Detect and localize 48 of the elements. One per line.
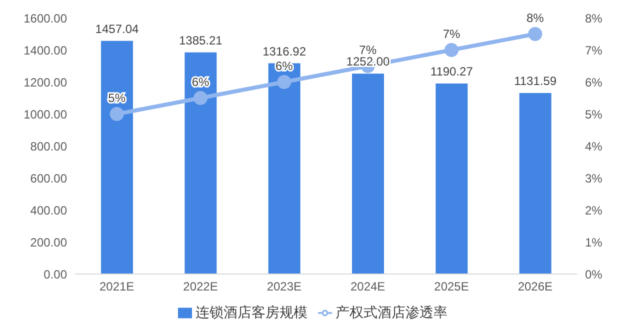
x-tick-label: 2023E bbox=[266, 280, 302, 294]
legend-label: 产权式酒店渗透率 bbox=[336, 304, 448, 320]
bar bbox=[268, 63, 300, 274]
legend-label: 连锁酒店客房规模 bbox=[196, 304, 308, 320]
point bbox=[444, 43, 458, 57]
y2-tick-label: 4% bbox=[585, 139, 603, 154]
point bbox=[110, 107, 124, 121]
data-label: 1385.21 bbox=[178, 33, 223, 48]
y2-tick-label: 8% bbox=[585, 11, 603, 26]
bar bbox=[184, 52, 217, 274]
y-tick-label: 0.00 bbox=[44, 267, 68, 282]
data-label: 1190.27 bbox=[430, 64, 474, 79]
data-label: 8% bbox=[526, 11, 544, 25]
y2-tick-label: 1% bbox=[585, 235, 603, 250]
y-tick-label: 1600.00 bbox=[24, 11, 68, 26]
point bbox=[277, 75, 292, 89]
y-tick-label: 600.00 bbox=[30, 171, 68, 186]
y2-tick-label: 2% bbox=[585, 203, 603, 218]
y-tick-label: 1400.00 bbox=[24, 43, 68, 58]
x-tick-label: 2026E bbox=[518, 280, 553, 294]
y-tick-label: 800.00 bbox=[30, 139, 68, 154]
point bbox=[528, 27, 542, 41]
y-tick-label: 1000.00 bbox=[24, 107, 68, 122]
data-label: 5% bbox=[108, 91, 126, 105]
data-label: 7% bbox=[359, 43, 377, 57]
bar bbox=[101, 40, 133, 274]
y2-tick-label: 6% bbox=[585, 75, 603, 90]
y-tick-label: 200.00 bbox=[30, 235, 68, 250]
y2-tick-label: 3% bbox=[585, 171, 603, 186]
bar bbox=[519, 92, 552, 274]
y-tick-label: 400.00 bbox=[30, 203, 68, 218]
x-tick-label: 2022E bbox=[183, 280, 218, 294]
data-label: 1457.04 bbox=[95, 22, 140, 36]
point bbox=[194, 91, 208, 105]
data-label: 1131.59 bbox=[514, 74, 557, 88]
data-label: 1316.92 bbox=[262, 44, 306, 58]
data-label: 6% bbox=[192, 75, 210, 89]
data-label: 6% bbox=[275, 59, 294, 73]
x-tick-label: 2025E bbox=[434, 280, 469, 294]
x-tick-label: 2021E bbox=[99, 280, 134, 294]
y2-tick-label: 0% bbox=[585, 267, 603, 282]
bar bbox=[352, 74, 384, 274]
bar bbox=[436, 84, 468, 274]
data-label: 7% bbox=[442, 27, 460, 41]
y2-tick-label: 5% bbox=[585, 107, 603, 122]
y2-tick-label: 7% bbox=[585, 43, 603, 58]
x-tick-label: 2024E bbox=[350, 280, 386, 294]
y-tick-label: 1200.00 bbox=[24, 75, 68, 90]
